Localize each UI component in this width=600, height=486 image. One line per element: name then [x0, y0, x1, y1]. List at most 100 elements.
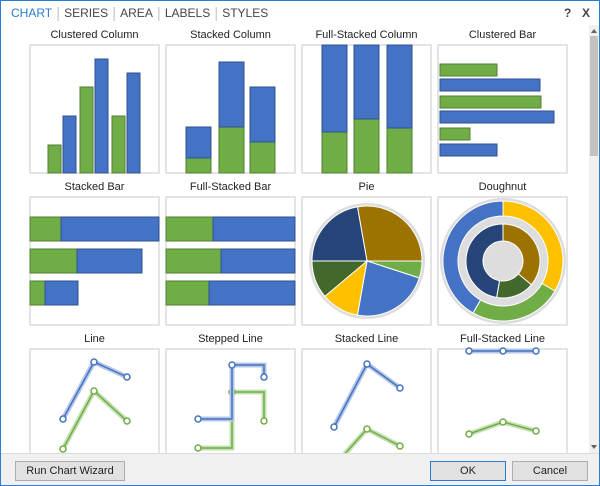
thumb-shape: [79, 86, 94, 174]
tab[interactable]: LABELS: [165, 6, 210, 20]
chart-type-tile[interactable]: [165, 196, 296, 326]
chart-type-tile[interactable]: [437, 44, 568, 174]
thumb-shape: [60, 216, 160, 242]
thumb-shape: [111, 115, 126, 174]
tab[interactable]: AREA: [120, 6, 153, 20]
thumb-shape: [353, 118, 380, 174]
thumb-shape: [439, 95, 542, 109]
thumb-slice: [356, 205, 423, 262]
tile-thumbnail: [439, 63, 555, 157]
thumb-point: [465, 347, 473, 355]
thumb-point: [396, 442, 404, 450]
tile-label: Stacked Bar: [65, 181, 125, 193]
tile-thumbnail: [321, 44, 413, 174]
thumb-shape: [439, 143, 498, 157]
thumb-shape: [208, 280, 296, 306]
thumb-shape: [47, 144, 62, 174]
help-button[interactable]: ?: [564, 6, 571, 20]
thumb-shape: [249, 141, 276, 174]
tile-thumbnail: [465, 347, 540, 438]
chart-type-tile[interactable]: [165, 44, 296, 174]
thumb-point: [363, 425, 371, 433]
thumb-shape: [44, 280, 79, 306]
thumb-slice: [311, 206, 368, 262]
thumb-shape: [126, 72, 141, 174]
tab[interactable]: SERIES: [64, 6, 108, 20]
chart-type-tile[interactable]: [301, 348, 432, 453]
tile-thumbnail: [440, 198, 566, 324]
thumb-point: [532, 347, 540, 355]
thumb-shape: [353, 44, 380, 120]
tile-label: Stacked Column: [190, 29, 271, 41]
chart-type-tile[interactable]: [437, 196, 568, 326]
tile-thumbnail: [185, 61, 276, 174]
thumb-point: [499, 418, 507, 426]
tile-label: Full-Stacked Line: [460, 333, 545, 345]
tile-label: Full-Stacked Bar: [190, 181, 272, 193]
thumb-point: [194, 415, 202, 423]
thumb-point: [123, 417, 131, 425]
thumb-point: [330, 423, 338, 431]
thumb-shape: [439, 78, 541, 92]
thumb-shape: [29, 280, 46, 306]
thumb-point: [123, 373, 131, 381]
tile-frame: [437, 348, 568, 453]
thumb-point: [90, 387, 98, 395]
scrollbar-thumb[interactable]: [590, 36, 598, 156]
thumb-shape: [76, 248, 143, 274]
thumb-point: [194, 444, 202, 452]
thumb-shape: [321, 131, 348, 174]
chart-type-tile[interactable]: [437, 347, 568, 453]
thumb-point: [260, 417, 268, 425]
chart-type-tile[interactable]: [29, 196, 160, 326]
tile-label: Stacked Line: [335, 333, 399, 345]
tile-thumbnail: [165, 216, 296, 306]
chart-type-tile[interactable]: [301, 196, 432, 326]
thumb-shape: [439, 110, 555, 124]
thumb-point: [260, 373, 268, 381]
chart-type-tile[interactable]: [29, 348, 160, 453]
tile-label: Clustered Column: [50, 29, 138, 41]
thumb-shape: [165, 248, 222, 274]
scrollbar[interactable]: [589, 25, 599, 453]
close-button[interactable]: X: [582, 6, 590, 20]
tile-label: Clustered Bar: [469, 29, 537, 41]
thumb-shape: [165, 216, 214, 242]
thumb-shape: [94, 58, 109, 174]
wizard-button[interactable]: Run Chart Wizard: [15, 461, 125, 481]
chart-type-tile[interactable]: [29, 44, 160, 174]
ok-button[interactable]: OK: [430, 461, 506, 481]
tile-thumbnail: [330, 360, 404, 453]
tile-thumbnail: [194, 361, 268, 452]
tile-grid: Clustered Column Stacked Column Full-Stack…: [29, 29, 568, 453]
tile-label: Line: [84, 333, 105, 345]
tile-thumbnail: [309, 203, 425, 319]
thumb-shape: [185, 126, 212, 159]
tile-label: Stepped Line: [198, 333, 263, 345]
thumb-point: [499, 347, 507, 355]
chart-type-tile[interactable]: [301, 44, 432, 174]
thumb-shape: [386, 127, 413, 174]
thumb-shape: [218, 61, 245, 128]
thumb-shape: [165, 280, 210, 306]
tile-thumbnail: [47, 58, 141, 174]
thumb-shape: [218, 126, 245, 174]
cancel-button[interactable]: Cancel: [512, 461, 588, 481]
thumb-shape: [212, 216, 296, 242]
thumb-point: [396, 384, 404, 392]
thumb-point: [228, 361, 236, 369]
chart-type-tile[interactable]: [165, 348, 296, 453]
thumb-point: [59, 445, 67, 453]
thumb-shape: [386, 44, 413, 129]
tile-label: Full-Stacked Column: [315, 29, 417, 41]
tile-thumbnail: [29, 216, 160, 306]
thumb-shape: [321, 44, 348, 133]
thumb-point: [465, 430, 473, 438]
dialog-body: ? X Clustered Column Stacked Column Full-S…: [11, 6, 599, 453]
thumb-slice: [442, 200, 504, 314]
tile-thumbnail: [59, 358, 131, 453]
thumb-shape: [439, 127, 471, 141]
tab[interactable]: STYLES: [222, 6, 268, 20]
tile-label: Pie: [359, 181, 375, 193]
tab[interactable]: CHART: [11, 6, 53, 20]
